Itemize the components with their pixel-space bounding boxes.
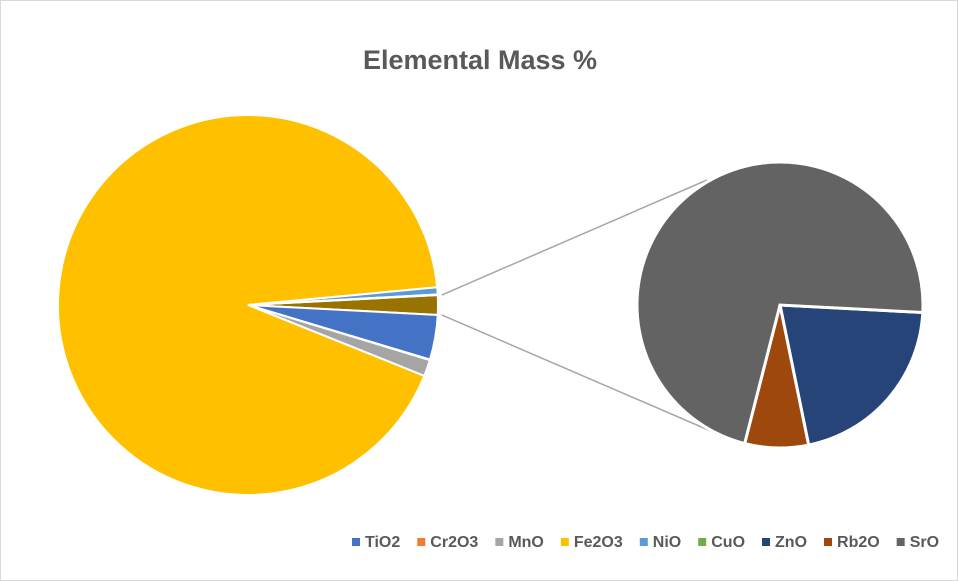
legend-label: Cr2O3 (430, 534, 478, 551)
legend-swatch (824, 538, 833, 546)
legend-label: MnO (508, 534, 544, 551)
secondary-pie-slice (635, 160, 925, 446)
legend-swatch (639, 538, 648, 546)
legend-label: SrO (910, 534, 939, 551)
legend-label: ZnO (775, 534, 807, 551)
pie-slice (57, 114, 439, 496)
legend-label: Fe2O3 (574, 534, 623, 551)
legend-swatch (495, 538, 504, 546)
legend-swatch (352, 538, 360, 546)
legend-swatch (762, 538, 771, 546)
connector-line (441, 314, 714, 433)
legend-swatch (698, 538, 707, 546)
chart-title: Elemental Mass % (363, 45, 597, 75)
legend-label: NiO (653, 534, 681, 551)
legend-label: TiO2 (365, 534, 400, 551)
pie-slice (247, 293, 439, 306)
legend-swatch (560, 538, 569, 546)
secondary-pie-slice (778, 303, 925, 447)
legend-swatch (417, 538, 426, 546)
legend-label: CuO (711, 534, 745, 551)
legend-label: Rb2O (837, 534, 880, 551)
connector-line (441, 179, 708, 296)
legend-swatch (896, 538, 905, 546)
